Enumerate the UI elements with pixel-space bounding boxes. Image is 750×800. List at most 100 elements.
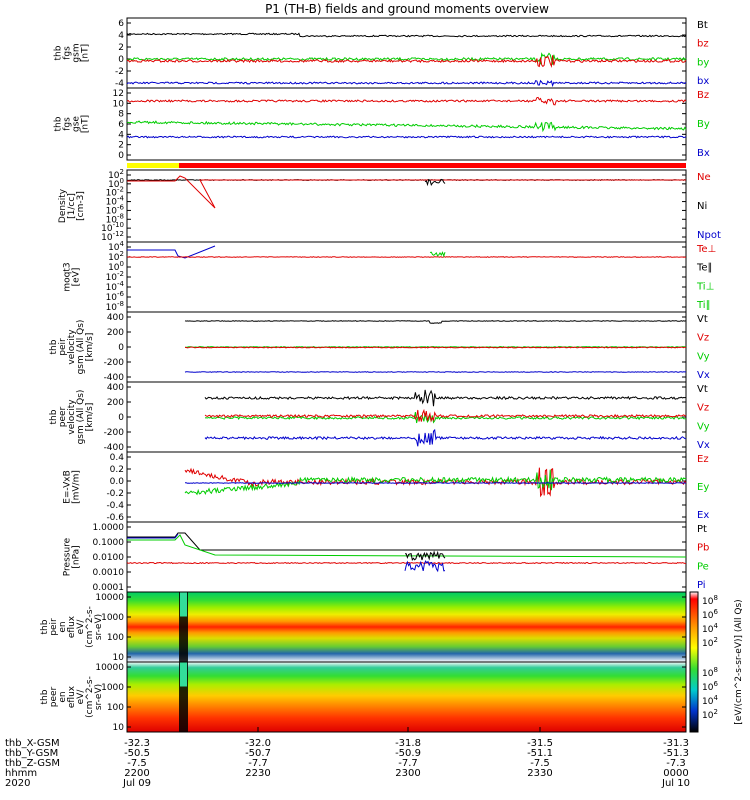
y-tick-label: 0.2 bbox=[110, 465, 124, 475]
series-Pe bbox=[127, 534, 687, 558]
legend-Ti∥: Ti∥ bbox=[696, 300, 711, 311]
y-tick-label: 10-8 bbox=[106, 212, 124, 225]
y-axis-label: Pressure bbox=[63, 537, 73, 576]
y-tick-label: 10 bbox=[113, 653, 125, 663]
series-Ez bbox=[184, 467, 687, 498]
y-tick-label: -4 bbox=[115, 79, 124, 89]
y-tick-label: 200 bbox=[107, 328, 124, 338]
y-tick-label: 4 bbox=[118, 130, 124, 140]
xaxis-value: Jul 09 bbox=[122, 778, 151, 789]
colorbar-label: [eV/(cm^2-s-sr-eV)] (All Qs) bbox=[734, 599, 744, 724]
panel-frame bbox=[126, 169, 687, 243]
y-tick-label: 10-12 bbox=[101, 230, 124, 243]
y-tick-label: 100 bbox=[108, 260, 124, 273]
y-tick-label: -400 bbox=[104, 443, 125, 453]
y-tick-label: 10000 bbox=[95, 663, 124, 673]
y-axis-label: peir bbox=[49, 618, 59, 636]
y-tick-label: -0.2 bbox=[106, 489, 124, 499]
y-axis-label: sr-eV) bbox=[94, 614, 104, 640]
colorbar-tick: 102 bbox=[702, 708, 718, 721]
xaxis-value: Jul 10 bbox=[661, 778, 690, 789]
legend-bz: bz bbox=[697, 39, 709, 50]
xaxis-value: -7.5 bbox=[530, 758, 550, 769]
colorbar-tick: 108 bbox=[702, 666, 718, 679]
y-axis-label: peer bbox=[58, 406, 68, 427]
xaxis-value: -32.3 bbox=[124, 738, 150, 749]
y-axis-label: thb bbox=[49, 339, 59, 354]
legend-Ez: Ez bbox=[697, 454, 709, 465]
xaxis-value: -7.7 bbox=[398, 758, 418, 769]
y-tick-label: 0.0001 bbox=[93, 583, 125, 593]
y-tick-label: 6 bbox=[118, 120, 124, 130]
xaxis-value: 2330 bbox=[527, 768, 552, 779]
panel-frame bbox=[126, 241, 687, 313]
series-by bbox=[126, 52, 687, 65]
series-Bt bbox=[126, 32, 687, 38]
y-tick-label: 100 bbox=[108, 177, 124, 190]
y-axis-label: eflux bbox=[67, 685, 77, 708]
legend-Vt: Vt bbox=[697, 384, 708, 395]
y-axis-label: eV/ bbox=[76, 689, 86, 705]
y-axis-label: thb bbox=[49, 409, 59, 424]
legend-Pe: Pe bbox=[697, 561, 709, 572]
y-tick-label: 0 bbox=[118, 413, 124, 423]
y-tick-label: 12 bbox=[113, 89, 124, 99]
legend-Bt: Bt bbox=[697, 20, 708, 31]
legend-Te⊥: Te⊥ bbox=[696, 244, 716, 255]
xaxis-value: -31.8 bbox=[395, 738, 421, 749]
y-tick-label: 10 bbox=[113, 99, 125, 109]
series-Ni-burst bbox=[424, 178, 446, 187]
xaxis-value: 0000 bbox=[663, 768, 688, 779]
y-tick-label: 10-4 bbox=[106, 280, 125, 293]
series-Te-early bbox=[127, 245, 216, 259]
y-axis-label: [nT] bbox=[81, 115, 91, 133]
series-Te-perp bbox=[126, 256, 686, 258]
y-axis-label: thb bbox=[40, 619, 50, 634]
y-axis-label: [mV/m] bbox=[72, 470, 82, 504]
legend-Vz: Vz bbox=[697, 333, 709, 344]
y-tick-label: 400 bbox=[107, 313, 124, 323]
y-tick-label: 0 bbox=[118, 151, 124, 161]
y-tick-label: 1.0000 bbox=[93, 523, 125, 533]
series-By bbox=[126, 120, 687, 133]
y-axis-label: velocity bbox=[67, 399, 77, 435]
colorbar-tick: 102 bbox=[702, 636, 718, 649]
series-Vx bbox=[184, 371, 686, 373]
y-tick-label: 10-10 bbox=[101, 221, 124, 234]
xaxis-value: -32.0 bbox=[245, 738, 271, 749]
series-Pb bbox=[126, 561, 687, 565]
series-Ti bbox=[429, 251, 446, 258]
y-tick-label: 10-2 bbox=[106, 186, 124, 199]
legend-Ti⊥: Ti⊥ bbox=[696, 281, 714, 292]
y-tick-label: 100 bbox=[107, 633, 124, 643]
legend-Ne: Ne bbox=[697, 172, 711, 183]
xaxis-value: 2200 bbox=[124, 768, 149, 779]
spectrogram bbox=[127, 662, 686, 732]
legend-Pi: Pi bbox=[697, 580, 706, 591]
panel-p3: 10210010-210-410-610-810-1010-12Density[… bbox=[58, 168, 721, 243]
series-Pt bbox=[127, 532, 686, 551]
y-tick-label: 10-6 bbox=[106, 290, 125, 303]
legend-Ni: Ni bbox=[697, 201, 707, 212]
series-Bx bbox=[126, 135, 687, 139]
y-tick-label: 0.0010 bbox=[93, 568, 125, 578]
legend-Vy: Vy bbox=[697, 421, 710, 432]
panel-p10: 10000 1000 100 10 thb peer en eflux eV/(cm^2-s-s… bbox=[40, 661, 687, 733]
series-Bz bbox=[126, 96, 687, 106]
y-tick-label: 102 bbox=[108, 250, 124, 263]
legend-Te∥: Te∥ bbox=[696, 263, 713, 274]
y-axis-label: [nPa] bbox=[72, 545, 82, 568]
xaxis-value: -50.9 bbox=[395, 748, 421, 759]
series-Vz bbox=[184, 346, 687, 349]
series-Ne bbox=[127, 175, 686, 209]
legend-Vt: Vt bbox=[697, 314, 708, 325]
plot-title: P1 (TH-B) fields and ground moments over… bbox=[265, 2, 549, 16]
legend-By: By bbox=[697, 119, 710, 130]
colorbar-tick: 106 bbox=[702, 608, 718, 621]
xaxis-value: -51.1 bbox=[527, 748, 553, 759]
y-axis-label: gse bbox=[72, 116, 82, 132]
xaxis-value: -7.3 bbox=[666, 758, 686, 769]
y-axis-label: sr-eV) bbox=[94, 684, 104, 710]
y-tick-label: 100 bbox=[107, 703, 124, 713]
panel-p5: 400 200 0 -200 -400 thb peir velocity gsm (All Q… bbox=[49, 311, 710, 383]
